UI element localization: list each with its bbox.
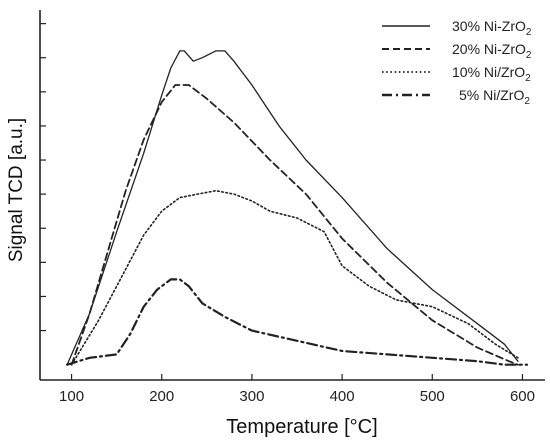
x-tick-label: 400 [330, 388, 355, 405]
x-tick-label: 500 [420, 388, 445, 405]
series-line-dotted [70, 189, 519, 366]
axes-group [39, 10, 545, 381]
x-tick-label: 100 [59, 388, 84, 405]
legend-label: 20% Ni-ZrO2 [452, 41, 532, 61]
y-axis-label: Signal TCD [a.u.] [6, 118, 27, 262]
x-tick-label: 300 [239, 388, 264, 405]
legend: 30% Ni-ZrO2 20% Ni-ZrO2 10% Ni/ZrO2 5% Ni/Z… [382, 18, 532, 107]
series-line-dashdot [65, 278, 529, 366]
series-line-dashed [70, 84, 519, 366]
series-line-solid [66, 50, 519, 366]
x-tick-label: 600 [510, 388, 535, 405]
legend-label: 5% Ni/ZrO2 [459, 87, 530, 107]
x-axis-label: Temperature [°C] [226, 416, 377, 438]
legend-label: 30% Ni-ZrO2 [452, 18, 532, 38]
series-group [65, 50, 529, 366]
x-tick-label: 200 [149, 388, 174, 405]
legend-label: 10% Ni/ZrO2 [452, 64, 531, 84]
tick-group: 100 200 300 400 500 600 [40, 23, 535, 405]
